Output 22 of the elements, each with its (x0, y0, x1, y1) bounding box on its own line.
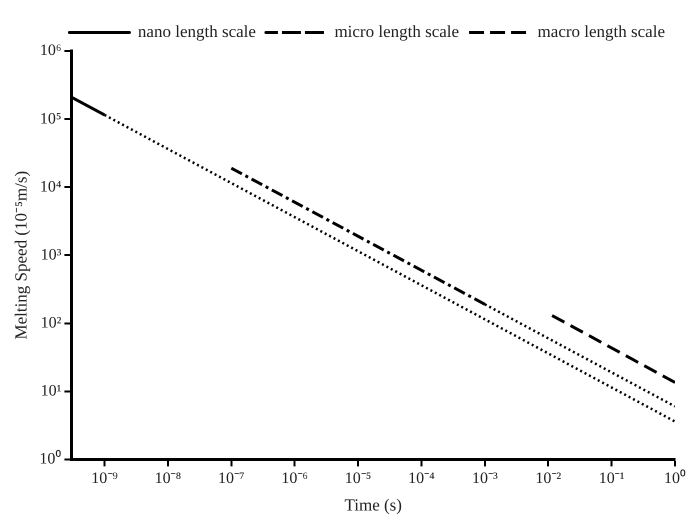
x-tick-label: 10⁻⁶ (281, 470, 308, 488)
y-axis-title: Melting Speed (10⁻⁵m/s) (12, 170, 31, 340)
y-tick-label: 10⁶ (40, 42, 62, 60)
y-tick-label: 10³ (40, 246, 62, 264)
x-tick-label: 10⁻¹ (598, 470, 625, 488)
x-tick-label: 10⁰ (664, 469, 686, 488)
legend-label: nano length scale (138, 22, 256, 41)
legend-label: micro length scale (334, 22, 460, 41)
x-tick-label: 10⁻² (535, 470, 562, 488)
legend-label: macro length scale (538, 22, 666, 41)
y-tick-label: 10² (40, 314, 62, 332)
x-tick-label: 10⁻⁵ (344, 470, 372, 488)
y-tick-label: 10⁰ (39, 450, 62, 468)
x-axis-title: Time (s) (344, 495, 402, 514)
y-tick-label: 10⁴ (40, 178, 62, 196)
x-tick-label: 10⁻⁴ (408, 470, 436, 488)
x-tick-label: 10⁻³ (472, 470, 498, 488)
y-tick-label: 10⁵ (40, 110, 62, 128)
x-tick-label: 10⁻⁹ (91, 470, 118, 488)
x-tick-label: 10⁻⁷ (218, 470, 245, 488)
x-tick-label: 10⁻⁸ (154, 470, 182, 488)
y-tick-label: 10¹ (40, 382, 62, 400)
